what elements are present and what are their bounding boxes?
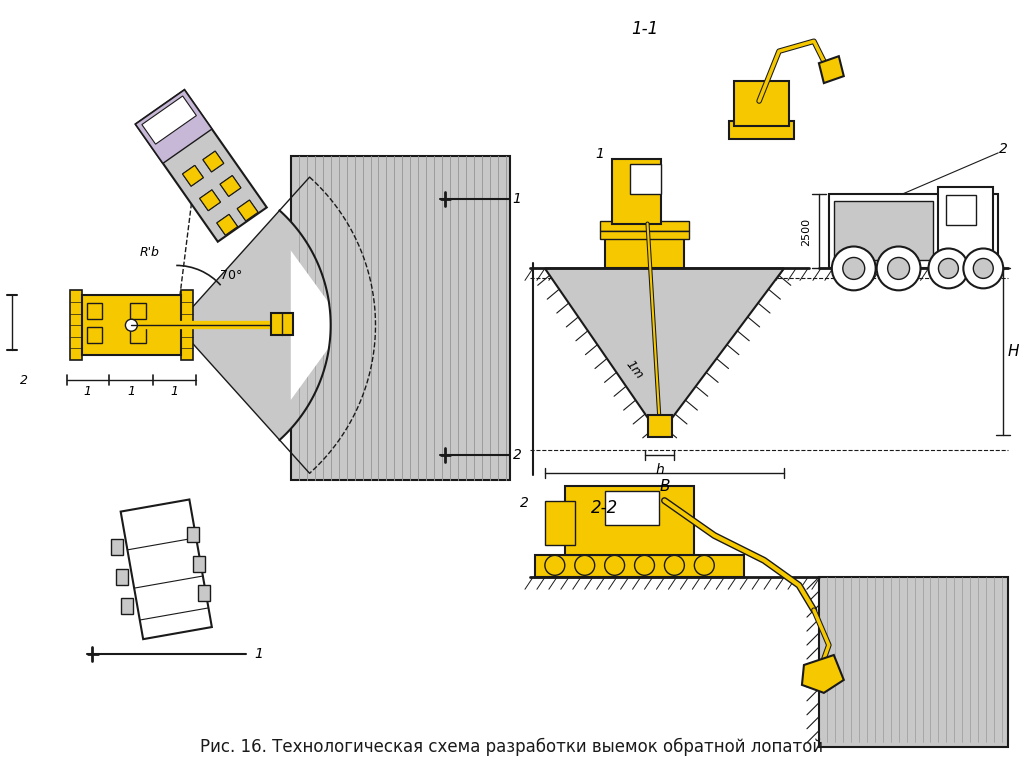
Bar — [291, 156, 510, 479]
Text: 2500: 2500 — [801, 218, 811, 245]
Polygon shape — [135, 90, 212, 163]
Text: 2: 2 — [19, 374, 28, 387]
Bar — [130, 328, 146, 343]
Circle shape — [964, 249, 1004, 288]
Polygon shape — [200, 190, 220, 211]
Bar — [193, 556, 205, 572]
Polygon shape — [135, 90, 267, 242]
Polygon shape — [182, 166, 204, 186]
Bar — [946, 195, 976, 225]
Bar — [271, 313, 293, 335]
Bar — [834, 201, 934, 261]
Polygon shape — [291, 251, 331, 400]
Circle shape — [843, 258, 864, 279]
Bar — [600, 221, 689, 231]
Text: 1-1: 1-1 — [631, 20, 658, 38]
Circle shape — [545, 555, 565, 575]
Polygon shape — [176, 210, 331, 440]
Circle shape — [938, 258, 958, 278]
Circle shape — [574, 555, 595, 575]
Circle shape — [929, 249, 969, 288]
Bar — [82, 295, 181, 355]
Circle shape — [888, 258, 909, 279]
Bar — [604, 229, 684, 268]
Bar — [545, 501, 574, 545]
Polygon shape — [802, 655, 844, 693]
Bar — [181, 291, 194, 360]
Text: 1: 1 — [595, 146, 604, 161]
Circle shape — [831, 246, 876, 291]
Bar — [198, 585, 210, 601]
Polygon shape — [203, 151, 223, 172]
Text: 1: 1 — [513, 192, 521, 206]
Text: 1: 1 — [84, 386, 91, 399]
Text: B: B — [659, 479, 670, 494]
Polygon shape — [121, 499, 212, 639]
Circle shape — [604, 555, 625, 575]
Bar — [130, 303, 146, 319]
Text: R'b: R'b — [139, 246, 160, 259]
Text: h: h — [655, 463, 664, 476]
Bar — [116, 569, 128, 584]
Bar — [734, 81, 790, 126]
Polygon shape — [217, 214, 238, 235]
Bar — [565, 486, 694, 555]
Bar — [87, 303, 102, 319]
Text: 2-2: 2-2 — [591, 499, 618, 516]
Bar — [600, 231, 689, 239]
Text: 1: 1 — [170, 386, 178, 399]
Polygon shape — [217, 214, 238, 235]
Bar — [647, 415, 673, 436]
Text: 2: 2 — [513, 448, 521, 462]
Bar — [828, 194, 998, 268]
Circle shape — [665, 555, 684, 575]
Polygon shape — [182, 166, 204, 186]
Polygon shape — [238, 200, 258, 221]
Bar — [611, 159, 662, 224]
Bar — [187, 527, 200, 542]
Bar — [938, 186, 993, 268]
Polygon shape — [819, 56, 844, 83]
Bar — [630, 164, 662, 194]
Text: 1m: 1m — [624, 358, 646, 382]
Text: H: H — [1008, 344, 1019, 359]
Polygon shape — [545, 268, 784, 435]
Bar — [87, 328, 102, 343]
Polygon shape — [220, 176, 241, 196]
Circle shape — [694, 555, 715, 575]
Polygon shape — [200, 190, 220, 211]
Bar — [70, 291, 82, 360]
Polygon shape — [142, 96, 197, 144]
Polygon shape — [220, 176, 241, 196]
Text: 1: 1 — [127, 386, 135, 399]
Polygon shape — [238, 200, 258, 221]
Bar — [121, 598, 133, 614]
Text: Рис. 16. Технологическая схема разработки выемок обратной лопатой: Рис. 16. Технологическая схема разработк… — [201, 738, 823, 755]
Bar — [729, 121, 794, 139]
Polygon shape — [535, 555, 744, 578]
Text: 2: 2 — [519, 495, 528, 509]
Bar — [535, 555, 744, 578]
Text: 70°: 70° — [220, 269, 243, 282]
Circle shape — [974, 258, 993, 278]
Bar — [604, 491, 659, 525]
Polygon shape — [203, 151, 223, 172]
Circle shape — [877, 246, 921, 291]
Text: 1: 1 — [255, 647, 263, 661]
Polygon shape — [819, 578, 1009, 747]
Text: 2: 2 — [998, 142, 1008, 156]
Circle shape — [125, 319, 137, 331]
Bar — [111, 539, 123, 555]
Circle shape — [635, 555, 654, 575]
